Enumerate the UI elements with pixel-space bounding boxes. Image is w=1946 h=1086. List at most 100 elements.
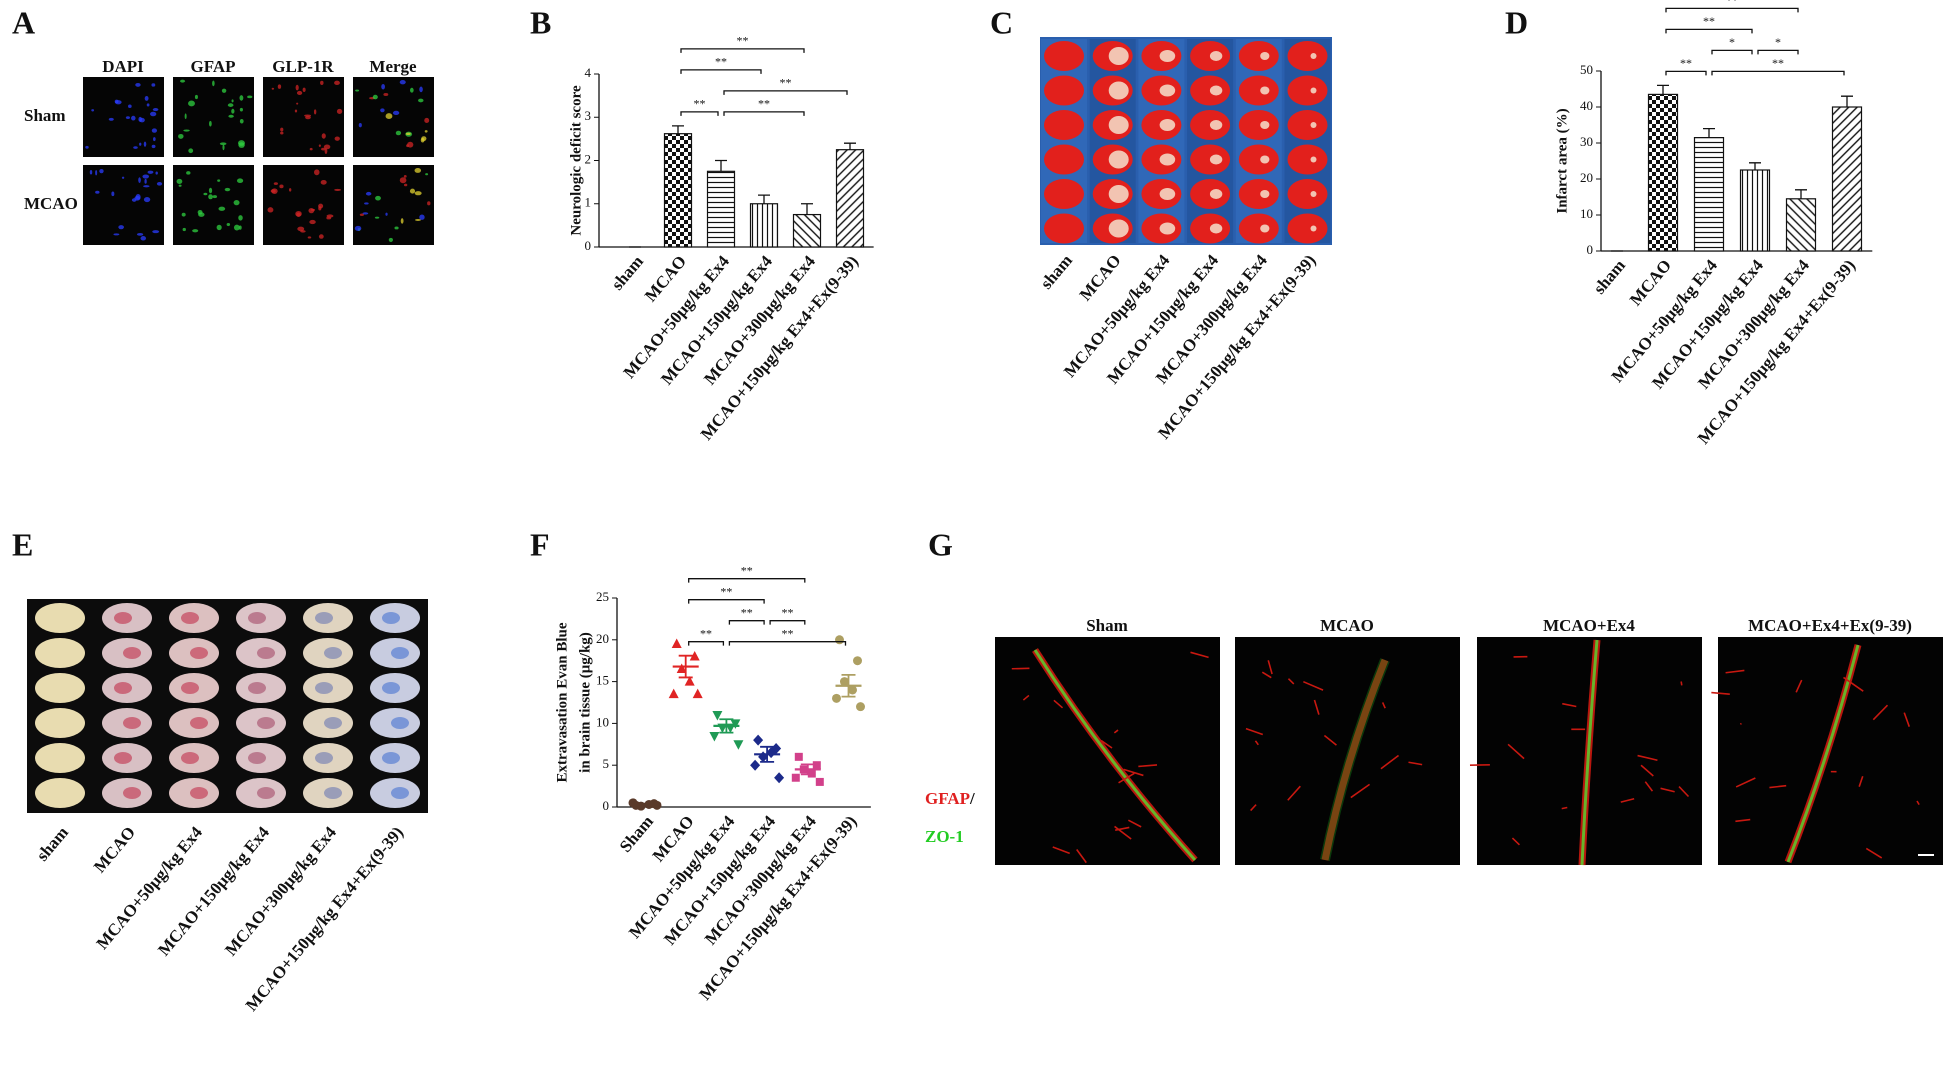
- stain: [391, 717, 409, 729]
- signal: [372, 94, 378, 100]
- signal: [336, 108, 343, 114]
- signal: [405, 132, 411, 136]
- vessel-zo1: [1320, 658, 1390, 861]
- slice: [1287, 144, 1328, 175]
- signal: [355, 89, 360, 92]
- signal: [89, 169, 93, 175]
- signal: [152, 230, 160, 234]
- y-tick-label: 25: [596, 589, 609, 604]
- signal: [136, 232, 144, 236]
- stain: [391, 647, 409, 659]
- column-label: Sham: [1086, 616, 1128, 635]
- panel-letter: D: [1505, 4, 1528, 40]
- stain: [114, 752, 132, 764]
- column-label: MCAO+Ex4: [1543, 616, 1635, 635]
- signal: [400, 218, 404, 224]
- signal: [150, 111, 157, 117]
- signal: [188, 100, 195, 107]
- micrograph: [353, 165, 434, 245]
- signal: [143, 141, 147, 147]
- signal: [176, 178, 183, 184]
- y-tick-label: 0: [603, 798, 610, 813]
- y-tick-label: 10: [596, 714, 609, 729]
- stain: [315, 612, 333, 624]
- signal: [267, 207, 274, 213]
- infarct: [1310, 225, 1317, 232]
- signal: [273, 182, 278, 186]
- column-label: GLP-1R: [272, 57, 334, 76]
- column-label: MCAO+Ex4+Ex(9-39): [1748, 616, 1912, 635]
- signal: [131, 115, 136, 121]
- point: [733, 740, 744, 750]
- point: [684, 676, 695, 686]
- signal: [427, 201, 431, 206]
- point: [794, 752, 803, 761]
- stain: [315, 682, 333, 694]
- y-tick-label: 40: [1580, 98, 1593, 113]
- bar: [749, 203, 779, 248]
- infarct: [1260, 52, 1270, 60]
- signal: [147, 170, 154, 174]
- y-axis-label: Infarct area (%): [1554, 108, 1570, 213]
- panel-letter: B: [530, 4, 551, 40]
- signal: [226, 223, 231, 227]
- signal: [140, 236, 147, 241]
- signal: [227, 103, 234, 107]
- stain: [257, 647, 275, 659]
- category-label: sham: [1037, 251, 1076, 293]
- signal: [279, 184, 284, 189]
- signal: [326, 214, 334, 218]
- significance-bracket: [723, 90, 848, 95]
- signal: [218, 206, 226, 211]
- process: [1113, 729, 1119, 734]
- significance-bracket: [769, 620, 806, 625]
- signal: [135, 82, 141, 87]
- stain: [324, 787, 342, 799]
- process: [1795, 679, 1803, 693]
- signal: [108, 117, 114, 121]
- signal: [409, 188, 416, 194]
- process: [1313, 699, 1320, 715]
- error-bar: [844, 142, 856, 150]
- signal: [188, 148, 194, 154]
- infarct: [1159, 153, 1176, 166]
- category-label: sham: [1590, 256, 1629, 298]
- y-tick-label: 20: [1580, 170, 1593, 185]
- signal: [118, 225, 124, 230]
- point: [676, 663, 687, 674]
- slice: [35, 638, 85, 668]
- stain: [181, 682, 199, 694]
- stain: [382, 612, 400, 624]
- error-bar: [672, 125, 684, 134]
- signal: [231, 99, 234, 103]
- category-label: sham: [608, 252, 647, 294]
- significance-bracket: [1665, 28, 1753, 34]
- point: [812, 761, 821, 770]
- process: [1865, 847, 1883, 859]
- significance-bracket: [1665, 7, 1799, 13]
- signal: [135, 194, 141, 200]
- process: [1323, 734, 1337, 746]
- stain-green: ZO-1: [925, 827, 964, 846]
- process: [1053, 699, 1064, 709]
- signal: [208, 194, 213, 200]
- slice: [1287, 110, 1328, 140]
- process: [1350, 783, 1371, 799]
- signal: [178, 133, 184, 139]
- slice: [1238, 75, 1279, 106]
- process: [1735, 777, 1756, 788]
- infarct: [1108, 81, 1129, 100]
- process: [1916, 800, 1920, 806]
- infarct: [1159, 84, 1176, 97]
- significance-label: **: [700, 626, 712, 640]
- infarct: [1209, 85, 1223, 96]
- point: [689, 651, 700, 661]
- signal: [304, 114, 312, 117]
- error-bar: [1703, 127, 1715, 138]
- signal: [320, 80, 324, 85]
- process: [1254, 740, 1259, 746]
- signal: [403, 174, 407, 178]
- process: [1843, 676, 1864, 692]
- y-tick-label: 3: [585, 108, 592, 123]
